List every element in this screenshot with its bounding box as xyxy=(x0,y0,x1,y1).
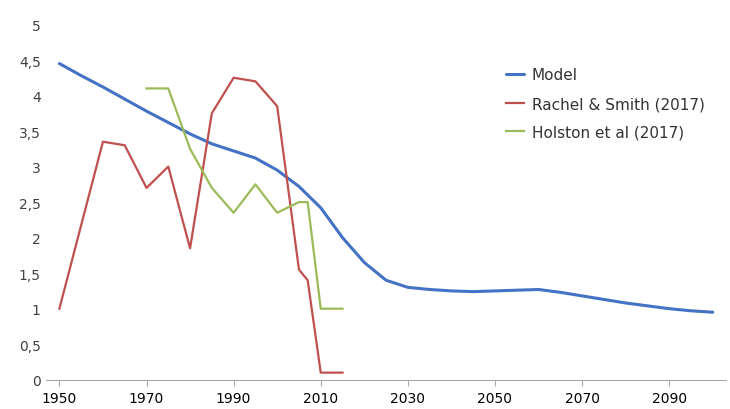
Model xyxy=(207,142,216,147)
Holston et al (2017) xyxy=(273,211,282,216)
Model xyxy=(556,290,565,295)
Holston et al (2017) xyxy=(251,182,260,187)
Model xyxy=(512,288,521,293)
Holston et al (2017) xyxy=(142,87,151,92)
Rachel & Smith (2017) xyxy=(273,104,282,109)
Rachel & Smith (2017) xyxy=(338,370,347,375)
Rachel & Smith (2017) xyxy=(229,76,238,81)
Model xyxy=(621,301,630,306)
Model xyxy=(687,309,696,314)
Model xyxy=(273,168,282,173)
Rachel & Smith (2017) xyxy=(295,267,304,272)
Rachel & Smith (2017) xyxy=(207,112,216,117)
Rachel & Smith (2017) xyxy=(142,186,151,191)
Model xyxy=(469,290,477,294)
Model xyxy=(142,110,151,115)
Rachel & Smith (2017) xyxy=(99,140,107,145)
Rachel & Smith (2017) xyxy=(55,306,64,311)
Model xyxy=(491,289,499,294)
Line: Rachel & Smith (2017): Rachel & Smith (2017) xyxy=(59,79,342,373)
Model xyxy=(360,261,369,265)
Model xyxy=(99,85,107,90)
Rachel & Smith (2017) xyxy=(185,246,194,251)
Model xyxy=(120,97,129,102)
Line: Model: Model xyxy=(59,64,712,312)
Model xyxy=(55,62,64,67)
Model xyxy=(382,278,391,283)
Holston et al (2017) xyxy=(295,200,304,205)
Holston et al (2017) xyxy=(164,87,173,92)
Model xyxy=(251,156,260,161)
Line: Holston et al (2017): Holston et al (2017) xyxy=(147,89,342,309)
Model xyxy=(577,294,586,299)
Model xyxy=(229,149,238,154)
Holston et al (2017) xyxy=(185,147,194,152)
Holston et al (2017) xyxy=(338,306,347,311)
Legend: Model, Rachel & Smith (2017), Holston et al (2017): Model, Rachel & Smith (2017), Holston et… xyxy=(506,68,704,140)
Model xyxy=(316,206,325,211)
Holston et al (2017) xyxy=(207,186,216,191)
Model xyxy=(447,289,456,294)
Rachel & Smith (2017) xyxy=(251,80,260,85)
Model xyxy=(534,288,543,292)
Model xyxy=(426,288,434,292)
Rachel & Smith (2017) xyxy=(164,165,173,170)
Model xyxy=(665,306,674,311)
Model xyxy=(643,303,652,308)
Model xyxy=(708,310,717,315)
Rachel & Smith (2017) xyxy=(303,278,312,283)
Rachel & Smith (2017) xyxy=(120,144,129,148)
Holston et al (2017) xyxy=(229,211,238,216)
Model xyxy=(164,121,173,126)
Holston et al (2017) xyxy=(303,200,312,205)
Model xyxy=(185,132,194,137)
Model xyxy=(295,184,304,189)
Rachel & Smith (2017) xyxy=(316,370,325,375)
Model xyxy=(599,297,608,302)
Model xyxy=(77,74,85,79)
Holston et al (2017) xyxy=(316,306,325,311)
Model xyxy=(404,285,412,290)
Model xyxy=(338,236,347,240)
